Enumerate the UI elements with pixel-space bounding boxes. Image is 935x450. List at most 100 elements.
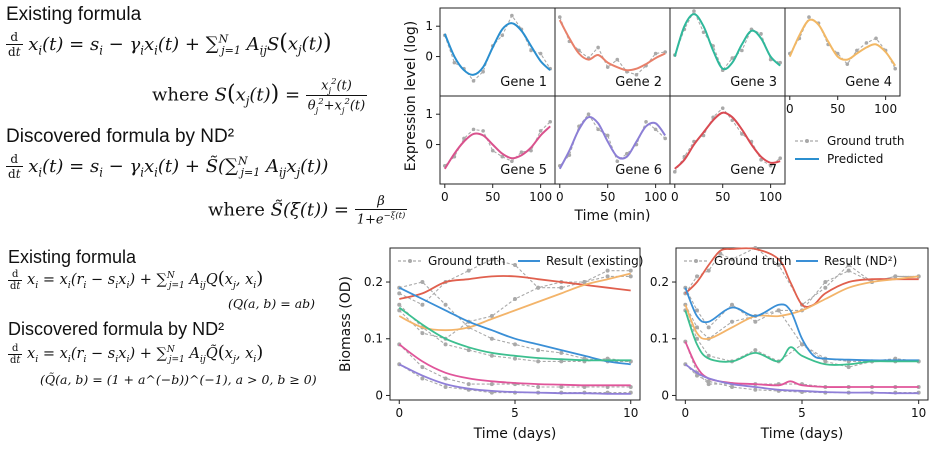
ground-truth-point bbox=[443, 384, 448, 389]
ground-truth-point bbox=[536, 359, 541, 364]
y-tick-label: 1 bbox=[425, 107, 433, 121]
ground-truth-point bbox=[500, 33, 505, 38]
ground-truth-line bbox=[399, 281, 631, 362]
gene-panel-label: Gene 7 bbox=[730, 163, 777, 178]
ground-truth-point bbox=[893, 66, 898, 71]
ground-truth-line bbox=[399, 258, 631, 306]
ground-truth-point bbox=[536, 348, 541, 353]
y-tick-label: 0 bbox=[425, 50, 433, 64]
ground-truth-point bbox=[596, 45, 600, 50]
ground-truth-point bbox=[489, 382, 494, 387]
ground-truth-point bbox=[695, 373, 699, 378]
result-line bbox=[684, 287, 919, 362]
ground-truth-point bbox=[695, 308, 699, 313]
y-tick-label: 0 bbox=[661, 388, 669, 402]
existing-formula-where-top: where S(xj(t)) = xj2(t) θj2+xj2(t) bbox=[152, 76, 368, 115]
ground-truth-point bbox=[706, 325, 711, 330]
x-tick-label: 10 bbox=[911, 406, 926, 420]
legend-ground-truth-label: Ground truth bbox=[428, 254, 506, 268]
ground-truth-point bbox=[740, 132, 744, 136]
x-tick-label: 100 bbox=[874, 102, 897, 116]
x-axis-label: Time (days) bbox=[760, 426, 844, 442]
ground-truth-point bbox=[628, 274, 633, 279]
y-tick-label: 0 bbox=[425, 138, 433, 152]
ground-truth-point bbox=[513, 297, 517, 302]
ground-truth-point bbox=[845, 62, 850, 66]
discovered-formula-where-top: where S̃(ξ(t)) = β 1+e−ξ(t) bbox=[208, 194, 408, 228]
x-tick-label: 50 bbox=[830, 102, 845, 116]
x-tick-label: 0 bbox=[395, 406, 403, 420]
y-tick-label: 1 bbox=[425, 19, 433, 33]
x-tick-label: 50 bbox=[600, 190, 615, 204]
ground-truth-point bbox=[489, 336, 494, 341]
result-line bbox=[684, 275, 919, 340]
ground-truth-point bbox=[471, 79, 476, 83]
ground-truth-point bbox=[706, 353, 711, 358]
legend-ground-truth-marker bbox=[408, 259, 412, 263]
x-tick-label: 100 bbox=[759, 190, 782, 204]
result-line bbox=[398, 272, 631, 332]
ground-truth-point bbox=[443, 342, 448, 347]
ground-truth-point bbox=[557, 15, 562, 19]
ground-truth-point bbox=[768, 163, 773, 168]
predicted-line bbox=[443, 125, 551, 170]
ground-truth-point bbox=[536, 285, 541, 290]
ground-truth-point bbox=[452, 60, 457, 65]
x-tick-label: 0 bbox=[786, 102, 794, 116]
ground-truth-point bbox=[874, 36, 878, 41]
ground-truth-point bbox=[605, 65, 610, 69]
gene-panel-frame bbox=[669, 95, 786, 185]
ground-truth-point bbox=[628, 268, 633, 273]
ground-truth-point bbox=[481, 129, 485, 133]
ground-truth-point bbox=[653, 51, 658, 56]
x-tick-label: 100 bbox=[529, 190, 552, 204]
ground-truth-point bbox=[807, 15, 811, 19]
result-line bbox=[398, 306, 631, 362]
ground-truth-point bbox=[500, 154, 505, 159]
ground-truth-point bbox=[559, 350, 564, 355]
ground-truth-point bbox=[615, 159, 620, 164]
ground-truth-point bbox=[513, 342, 517, 347]
x-tick-label: 100 bbox=[644, 190, 667, 204]
y-axis-label: Biomass (OD) bbox=[338, 276, 354, 372]
legend-ground-truth-label: Ground truth bbox=[714, 254, 792, 268]
ground-truth-point bbox=[730, 302, 734, 307]
discovered-formula-equation-bottom: d dt xi = xi(ri − sixi) + ∑Nj=1 AijQ̃(xj,… bbox=[8, 342, 264, 366]
ground-truth-point bbox=[397, 291, 402, 296]
ground-truth-point bbox=[538, 51, 543, 56]
ground-truth-point bbox=[615, 57, 620, 62]
gene-panel-label: Gene 6 bbox=[615, 163, 662, 178]
result-line bbox=[684, 341, 919, 388]
ground-truth-point bbox=[730, 56, 735, 60]
ground-truth-point bbox=[730, 257, 734, 262]
ground-truth-point bbox=[753, 319, 758, 324]
ground-truth-point bbox=[559, 285, 564, 290]
ground-truth-point bbox=[644, 119, 648, 124]
ground-truth-point bbox=[753, 348, 758, 353]
legend-result-label: Result (ND²) bbox=[824, 254, 897, 268]
predicted-line bbox=[558, 116, 667, 170]
result-line bbox=[399, 275, 631, 300]
ground-truth-point bbox=[420, 331, 425, 336]
result-line bbox=[684, 363, 919, 395]
existing-formula-note-bottom: (Q(a, b) = ab) bbox=[228, 296, 316, 311]
ground-truth-point bbox=[701, 30, 706, 35]
ground-truth-point bbox=[653, 127, 658, 132]
ground-truth-point bbox=[536, 384, 541, 389]
ground-truth-point bbox=[510, 13, 514, 18]
ground-truth-point bbox=[513, 263, 517, 268]
ground-truth-line bbox=[444, 14, 551, 82]
ground-truth-line bbox=[674, 107, 781, 173]
legend-ground-truth-label: Ground truth bbox=[827, 134, 905, 148]
ground-truth-point bbox=[489, 314, 494, 319]
ground-truth-point bbox=[489, 257, 494, 262]
ground-truth-point bbox=[823, 285, 828, 290]
ground-truth-point bbox=[695, 274, 699, 279]
ground-truth-line bbox=[684, 341, 919, 388]
result-line bbox=[398, 363, 631, 395]
ground-truth-point bbox=[538, 129, 543, 133]
ground-truth-point bbox=[466, 268, 471, 273]
x-tick-label: 50 bbox=[485, 190, 500, 204]
predicted-line bbox=[674, 111, 781, 170]
